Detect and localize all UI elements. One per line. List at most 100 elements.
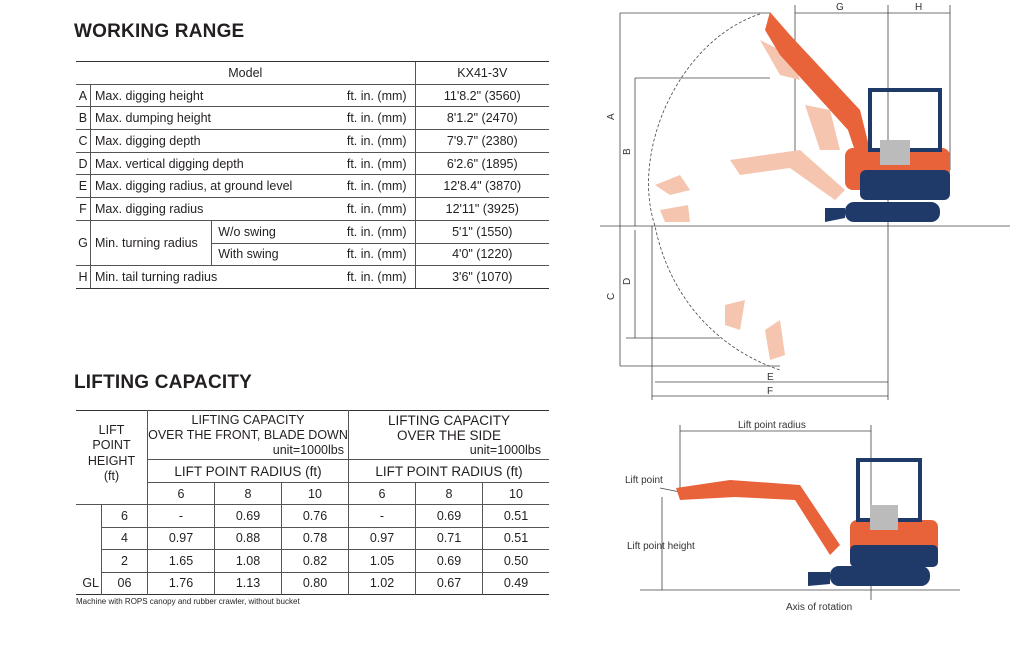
table-row: With swing ft. in. (mm) 4'0" (1220): [76, 243, 549, 267]
header-line: POINT: [92, 438, 131, 452]
row-label: Max. digging radius, at ground level: [90, 174, 323, 199]
value-cell: 0.69: [415, 504, 483, 528]
row-label: Max. vertical digging depth: [90, 152, 323, 176]
height-cell: 6: [101, 504, 148, 528]
table-row: D Max. vertical digging depth ft. in. (m…: [76, 152, 549, 176]
radius-cell: 10: [482, 482, 549, 505]
table-row: 2 1.65 1.08 0.82 1.05 0.69 0.50: [76, 549, 549, 573]
row-key: B: [76, 106, 91, 131]
row-key: H: [76, 265, 91, 289]
row-value: 7'9.7" (2380): [414, 129, 549, 153]
value-cell: 1.02: [348, 572, 416, 595]
radius-cell: 8: [214, 482, 282, 505]
unit-note: unit=1000lbs: [272, 442, 344, 457]
value-cell: 0.49: [482, 572, 549, 595]
gl-cell: [76, 550, 102, 573]
row-unit: ft. in. (mm): [322, 265, 416, 289]
table-header-row: LIFT POINT RADIUS (ft) LIFT POINT RADIUS…: [76, 459, 549, 483]
row-label: Min. tail turning radius: [90, 265, 323, 289]
header-line: OVER THE FRONT, BLADE DOWN: [148, 427, 348, 442]
radius-cell: 6: [348, 482, 416, 505]
row-value: 12'8.4" (3870): [414, 174, 549, 199]
label-g: G: [836, 2, 844, 13]
row-label: Max. digging height: [90, 84, 323, 108]
side-capacity-header: LIFTING CAPACITY OVER THE SIDE unit=1000…: [348, 410, 549, 460]
dimension-labels: A B C D E F G H: [606, 2, 922, 397]
row-unit: ft. in. (mm): [322, 220, 416, 244]
table-row: 6 - 0.69 0.76 - 0.69 0.51: [76, 504, 549, 528]
row-key: F: [76, 197, 91, 221]
row-key: C: [76, 129, 91, 153]
gl-cell: GL: [82, 576, 99, 590]
radius-cell: 6: [147, 482, 215, 505]
header-line: OVER THE SIDE: [396, 427, 502, 443]
value-cell: 0.69: [214, 504, 282, 528]
row-value: 11'8.2" (3560): [414, 84, 549, 108]
header-line: HEIGHT: [87, 453, 136, 468]
height-cell: 06: [101, 572, 148, 595]
header-line: (ft): [103, 469, 120, 483]
value-cell: 0.69: [415, 549, 483, 573]
height-cell: 2: [101, 549, 148, 573]
model-name: KX41-3V: [414, 61, 549, 85]
table-row: B Max. dumping height ft. in. (mm) 8'1.2…: [76, 106, 549, 131]
gl-cell: [76, 527, 102, 550]
excavator-side: [765, 12, 950, 222]
value-cell: -: [147, 504, 215, 528]
row-unit: ft. in. (mm): [322, 152, 416, 176]
row-key: G: [76, 220, 91, 267]
row-unit: ft. in. (mm): [322, 129, 416, 153]
value-cell: 0.67: [415, 572, 483, 595]
row-label: Max. digging radius: [90, 197, 323, 221]
value-cell: 1.65: [147, 549, 215, 573]
lift-point-radius-label: Lift point radius: [738, 420, 806, 431]
table-header-row: Model KX41-3V: [76, 61, 549, 85]
label-a: A: [606, 113, 617, 120]
label-e: E: [767, 372, 774, 383]
row-value: 4'0" (1220): [414, 243, 549, 267]
row-value: 8'1.2" (2470): [414, 106, 549, 131]
row-key: E: [76, 174, 91, 199]
value-cell: 0.78: [281, 527, 349, 550]
label-h: H: [915, 2, 922, 13]
value-cell: 0.50: [482, 549, 549, 573]
table-row: GL 06 1.76 1.13 0.80 1.02 0.67 0.49: [76, 572, 549, 595]
working-range-diagram: A B C D E F G H: [600, 2, 1010, 400]
ghost-boom-positions: [655, 40, 845, 360]
row-label: Max. digging depth: [90, 129, 323, 153]
value-cell: 1.05: [348, 549, 416, 573]
lift-labels: Lift point radius Lift point Lift point …: [625, 420, 852, 613]
value-cell: 0.76: [281, 504, 349, 528]
table-row: 4 0.97 0.88 0.78 0.97 0.71 0.51: [76, 527, 549, 550]
row-label: Max. dumping height: [90, 106, 323, 131]
working-range-table: Model KX41-3V A Max. digging height ft. …: [76, 61, 549, 289]
value-cell: 0.51: [482, 527, 549, 550]
row-sublabel: With swing: [211, 243, 323, 267]
working-range-title: WORKING RANGE: [74, 21, 245, 42]
radius-cell: 10: [281, 482, 349, 505]
lift-point-diagram: Lift point radius Lift point Lift point …: [625, 420, 960, 613]
table-row: E Max. digging radius, at ground level f…: [76, 174, 549, 199]
value-cell: -: [348, 504, 416, 528]
row-unit: ft. in. (mm): [322, 197, 416, 221]
table-row: H Min. tail turning radius ft. in. (mm) …: [76, 265, 549, 289]
value-cell: 0.97: [348, 527, 416, 550]
value-cell: 0.51: [482, 504, 549, 528]
header-line: LIFTING CAPACITY: [191, 412, 305, 427]
row-key: D: [76, 152, 91, 176]
table-header-row: LIFT POINT HEIGHT (ft) LIFTING CAPACITY …: [76, 410, 549, 505]
dimension-lines: [600, 5, 1010, 400]
header-line: LIFT: [98, 422, 125, 437]
value-cell: 1.08: [214, 549, 282, 573]
label-f: F: [767, 386, 773, 397]
lift-point-height-header: LIFT POINT HEIGHT (ft): [76, 410, 148, 505]
label-b: B: [622, 148, 633, 155]
label-d: D: [622, 278, 633, 285]
row-label: Min. turning radius: [90, 220, 212, 267]
gl-cell: [76, 505, 102, 528]
value-cell: 1.13: [214, 572, 282, 595]
row-value: 5'1" (1550): [414, 220, 549, 244]
row-unit: ft. in. (mm): [322, 243, 416, 267]
row-unit: ft. in. (mm): [322, 84, 416, 108]
lift-point-label: Lift point: [625, 475, 663, 486]
